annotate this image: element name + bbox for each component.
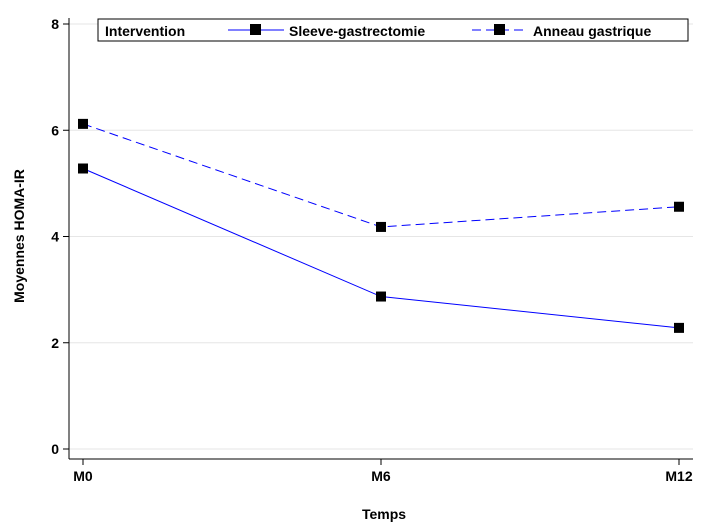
legend-label-anneau: Anneau gastrique [533, 23, 651, 39]
legend-marker-anneau [494, 24, 505, 35]
x-tick-label: M0 [73, 468, 93, 484]
series-1 [78, 163, 684, 333]
gridlines [69, 23, 693, 450]
y-tick-label: 6 [51, 122, 59, 138]
series-line [82, 168, 680, 329]
data-point [376, 291, 386, 302]
x-ticks: M0 M6 M12 [73, 459, 693, 484]
data-point [78, 163, 88, 174]
series-line [82, 123, 680, 228]
x-tick-label: M12 [665, 468, 692, 484]
series-group [78, 118, 684, 333]
x-tick-label: M6 [371, 468, 391, 484]
x-axis-title: Temps [362, 506, 406, 522]
y-axis-title: Moyennes HOMA-IR [11, 169, 27, 303]
y-tick-label: 8 [51, 16, 59, 32]
data-point [674, 201, 684, 212]
legend-title: Intervention [105, 23, 185, 39]
y-tick-label: 0 [51, 441, 59, 457]
legend-marker-sleeve [250, 24, 261, 35]
axes [68, 18, 693, 460]
y-tick-label: 2 [51, 335, 59, 351]
y-tick-label: 4 [51, 229, 59, 245]
data-point [376, 221, 386, 232]
series-2 [78, 118, 684, 232]
legend-box [97, 18, 689, 42]
data-point [674, 322, 684, 333]
data-point [78, 118, 88, 129]
legend-label-sleeve: Sleeve-gastrectomie [289, 23, 425, 39]
y-ticks: 0 2 4 6 8 [51, 16, 69, 457]
legend: Intervention Sleeve-gastrectomie Anneau … [97, 18, 689, 42]
